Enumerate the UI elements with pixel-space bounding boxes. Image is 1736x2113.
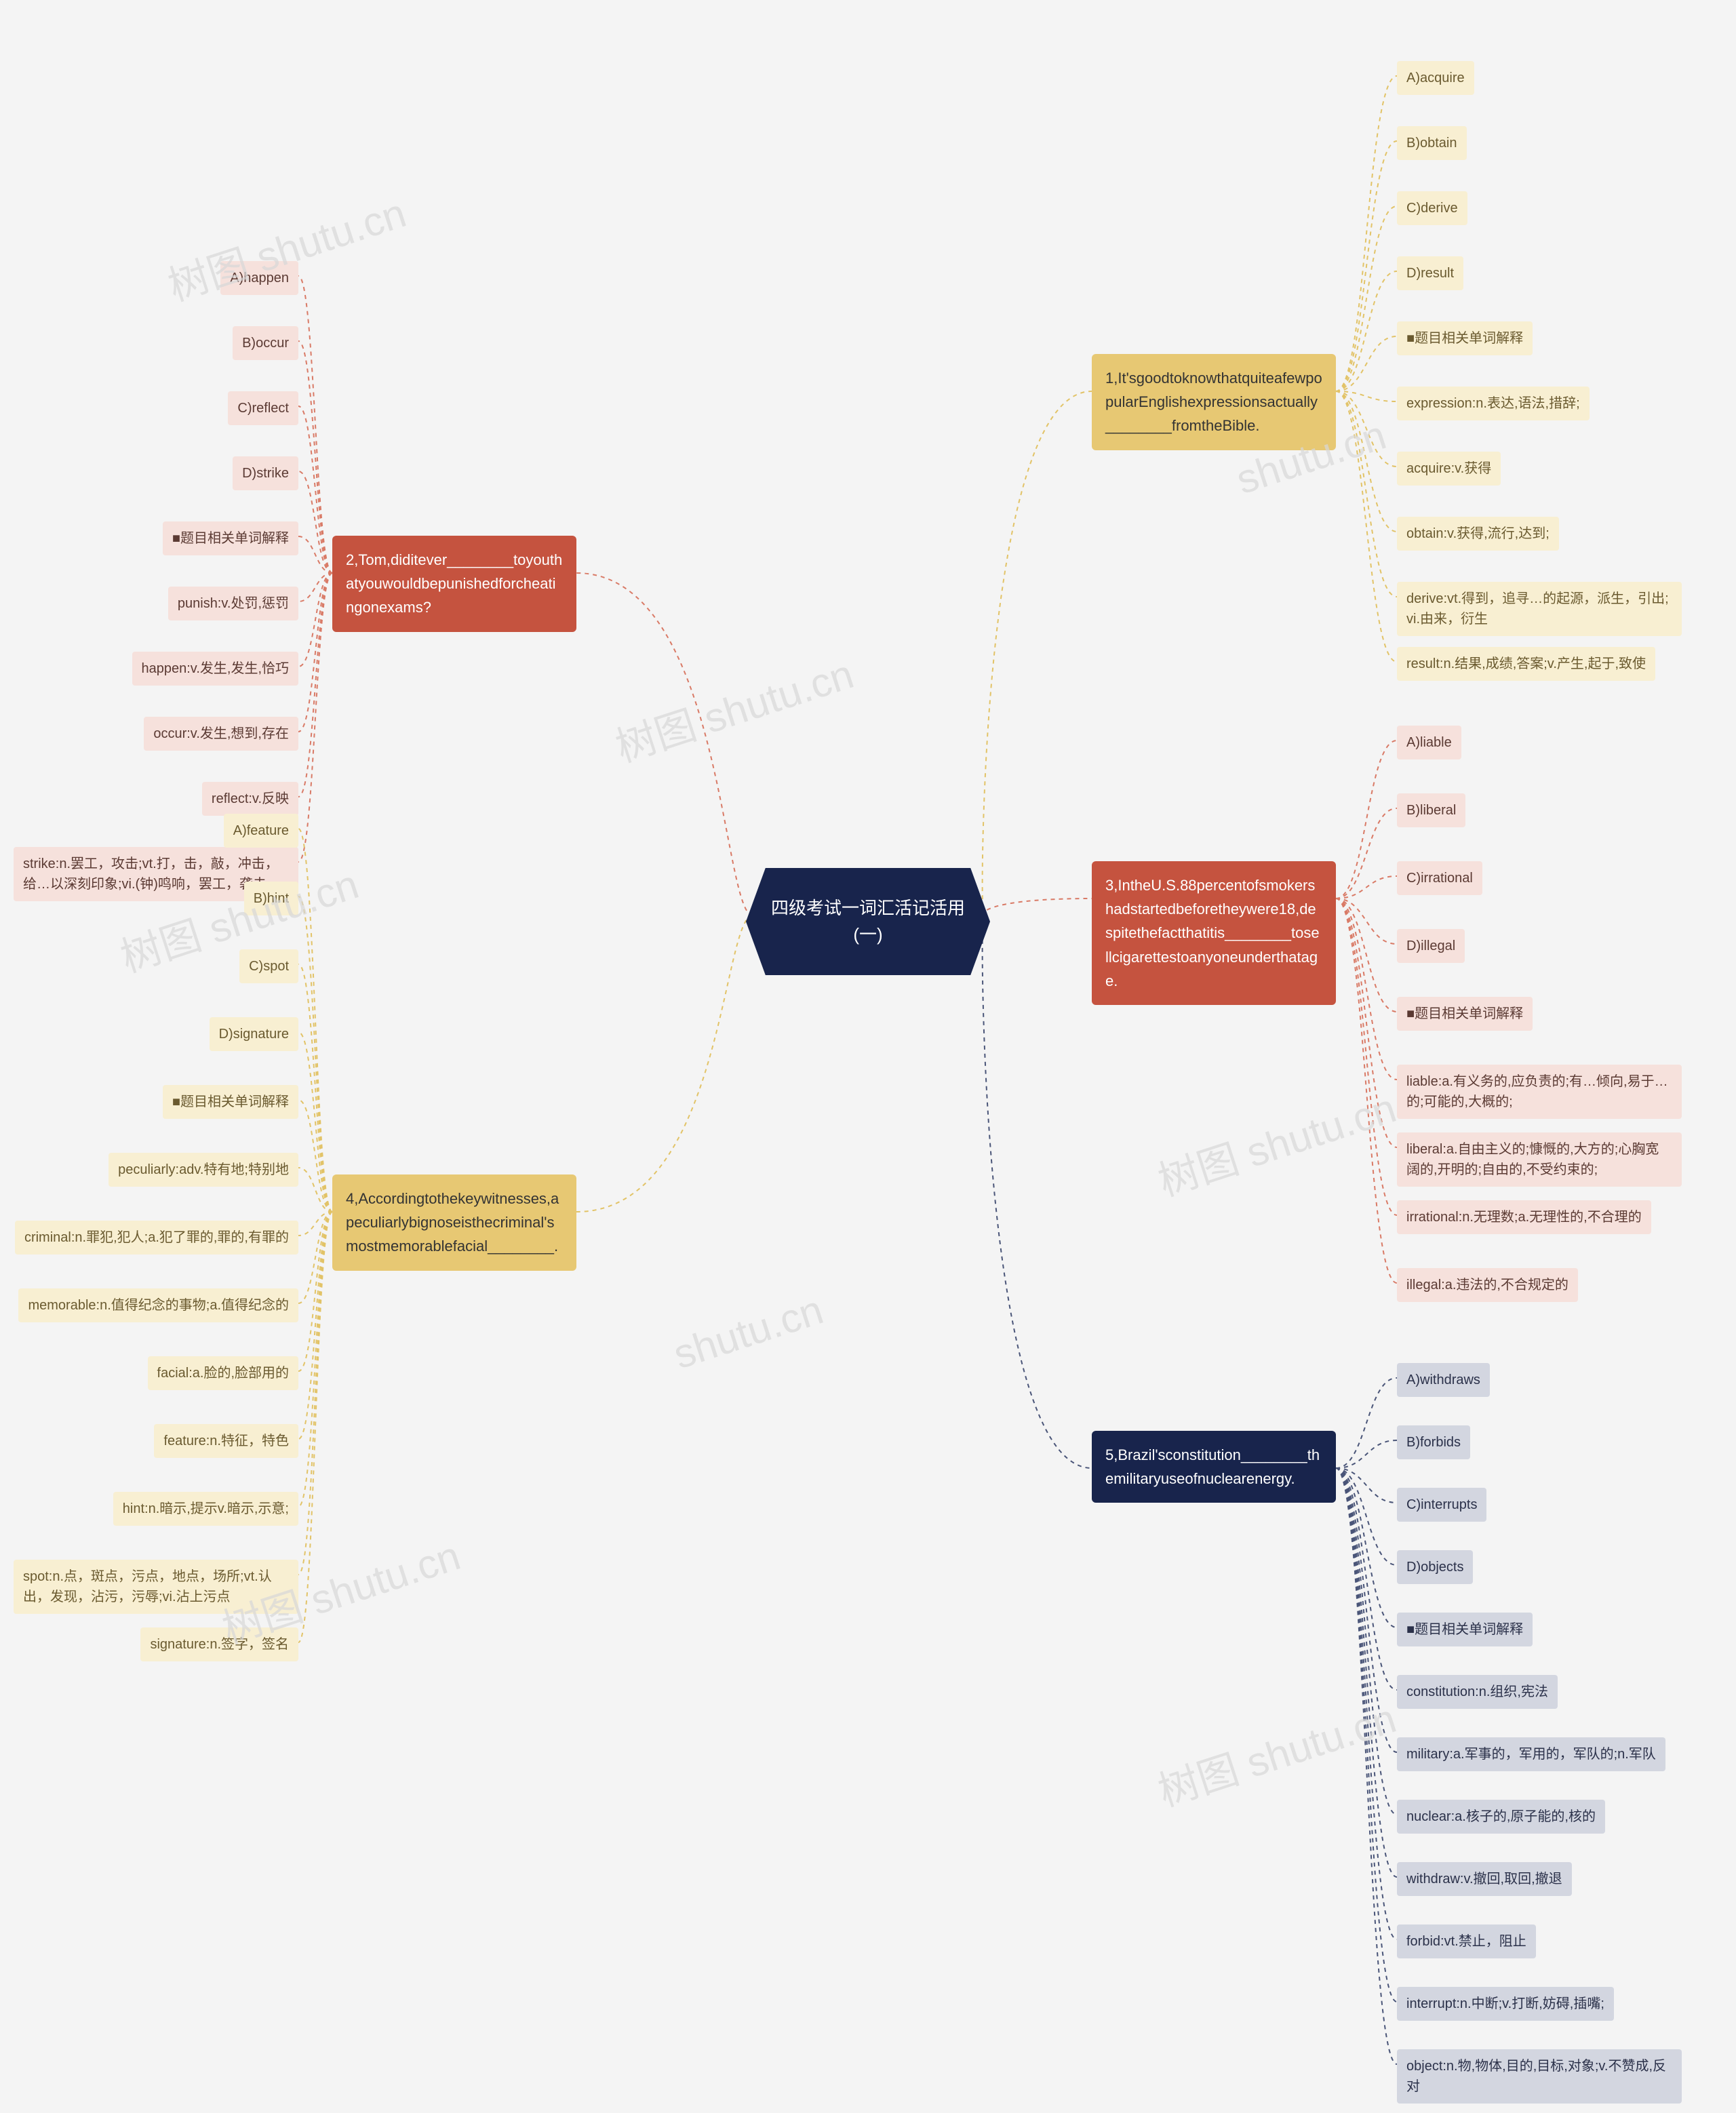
leaf-b4-6: criminal:n.罪犯,犯人;a.犯了罪的,罪的,有罪的	[15, 1221, 298, 1255]
leaf-b2-6: happen:v.发生,发生,恰巧	[132, 652, 298, 686]
leaf-b3-8: illegal:a.违法的,不合规定的	[1397, 1268, 1578, 1302]
leaf-b5-0: A)withdraws	[1397, 1363, 1490, 1397]
branch-b3: 3,IntheU.S.88percentofsmokershadstartedb…	[1092, 861, 1336, 1005]
leaf-b5-1: B)forbids	[1397, 1425, 1470, 1459]
leaf-b2-8: reflect:v.反映	[202, 782, 298, 816]
connector-layer	[0, 0, 1736, 2113]
leaf-b4-9: feature:n.特征，特色	[154, 1424, 298, 1458]
leaf-b1-4: ■题目相关单词解释	[1397, 321, 1533, 355]
leaf-b2-0: A)happen	[220, 261, 298, 295]
leaf-b3-6: liberal:a.自由主义的;慷慨的,大方的;心胸宽阔的,开明的;自由的,不受…	[1397, 1132, 1682, 1187]
leaf-b1-9: result:n.结果,成绩,答案;v.产生,起于,致使	[1397, 647, 1655, 681]
leaf-b1-2: C)derive	[1397, 191, 1467, 225]
leaf-b5-7: nuclear:a.核子的,原子能的,核的	[1397, 1800, 1605, 1834]
leaf-b3-7: irrational:n.无理数;a.无理性的,不合理的	[1397, 1200, 1651, 1234]
leaf-b5-9: forbid:vt.禁止，阻止	[1397, 1924, 1536, 1958]
leaf-b4-11: spot:n.点，斑点，污点，地点，场所;vt.认出，发现，沾污，污辱;vi.沾…	[14, 1560, 298, 1614]
leaf-b4-3: D)signature	[210, 1017, 298, 1051]
branch-b5: 5,Brazil'sconstitution________themilitar…	[1092, 1431, 1336, 1503]
leaf-b4-5: peculiarly:adv.特有地;特别地	[108, 1153, 298, 1187]
leaf-b2-2: C)reflect	[228, 391, 298, 425]
leaf-b5-3: D)objects	[1397, 1550, 1473, 1584]
leaf-b4-2: C)spot	[239, 949, 298, 983]
leaf-b1-1: B)obtain	[1397, 126, 1467, 160]
leaf-b1-6: acquire:v.获得	[1397, 452, 1501, 486]
branch-b4: 4,Accordingtothekeywitnesses,apeculiarly…	[332, 1174, 576, 1271]
leaf-b4-1: B)hint	[244, 882, 298, 915]
leaf-b5-6: military:a.军事的，军用的，军队的;n.军队	[1397, 1737, 1665, 1771]
leaf-b2-1: B)occur	[233, 326, 298, 360]
leaf-b1-0: A)acquire	[1397, 61, 1474, 95]
leaf-b2-7: occur:v.发生,想到,存在	[144, 717, 298, 751]
leaf-b3-2: C)irrational	[1397, 861, 1482, 895]
leaf-b2-4: ■题目相关单词解释	[163, 521, 298, 555]
leaf-b4-7: memorable:n.值得纪念的事物;a.值得纪念的	[18, 1288, 298, 1322]
leaf-b3-0: A)liable	[1397, 726, 1461, 759]
leaf-b3-5: liable:a.有义务的,应负责的;有…倾向,易于…的;可能的,大概的;	[1397, 1065, 1682, 1119]
leaf-b2-3: D)strike	[233, 456, 298, 490]
leaf-b5-8: withdraw:v.撤回,取回,撤退	[1397, 1862, 1572, 1896]
leaf-b1-8: derive:vt.得到，追寻…的起源，派生，引出;vi.由来，衍生	[1397, 582, 1682, 636]
leaf-b5-10: interrupt:n.中断;v.打断,妨碍,插嘴;	[1397, 1987, 1614, 2021]
leaf-b3-1: B)liberal	[1397, 793, 1465, 827]
leaf-b5-2: C)interrupts	[1397, 1488, 1486, 1522]
leaf-b2-5: punish:v.处罚,惩罚	[168, 587, 298, 620]
leaf-b3-3: D)illegal	[1397, 929, 1465, 963]
leaf-b5-4: ■题目相关单词解释	[1397, 1613, 1533, 1646]
watermark-3: 树图 shutu.cn	[607, 641, 860, 774]
leaf-b4-10: hint:n.暗示,提示v.暗示,示意;	[113, 1492, 298, 1526]
leaf-b5-5: constitution:n.组织,宪法	[1397, 1675, 1558, 1709]
root-node: 四级考试一词汇活记活用(一)	[746, 868, 990, 975]
leaf-b4-0: A)feature	[224, 814, 298, 848]
watermark-5: 树图 shutu.cn	[1149, 1075, 1402, 1208]
watermark-4: shutu.cn	[668, 1286, 829, 1379]
leaf-b5-11: object:n.物,物体,目的,目标,对象;v.不赞成,反对	[1397, 2049, 1682, 2104]
leaf-b4-4: ■题目相关单词解释	[163, 1085, 298, 1119]
watermark-6: 树图 shutu.cn	[1149, 1686, 1402, 1818]
branch-b1: 1,It'sgoodtoknowthatquiteafewpopularEngl…	[1092, 354, 1336, 450]
leaf-b1-7: obtain:v.获得,流行,达到;	[1397, 517, 1559, 551]
branch-b2: 2,Tom,diditever________toyouthatyouwould…	[332, 536, 576, 632]
leaf-b1-5: expression:n.表达,语法,措辞;	[1397, 387, 1590, 420]
leaf-b4-8: facial:a.脸的,脸部用的	[148, 1356, 298, 1390]
leaf-b3-4: ■题目相关单词解释	[1397, 997, 1533, 1031]
leaf-b4-12: signature:n.签字，签名	[140, 1627, 298, 1661]
leaf-b1-3: D)result	[1397, 256, 1463, 290]
